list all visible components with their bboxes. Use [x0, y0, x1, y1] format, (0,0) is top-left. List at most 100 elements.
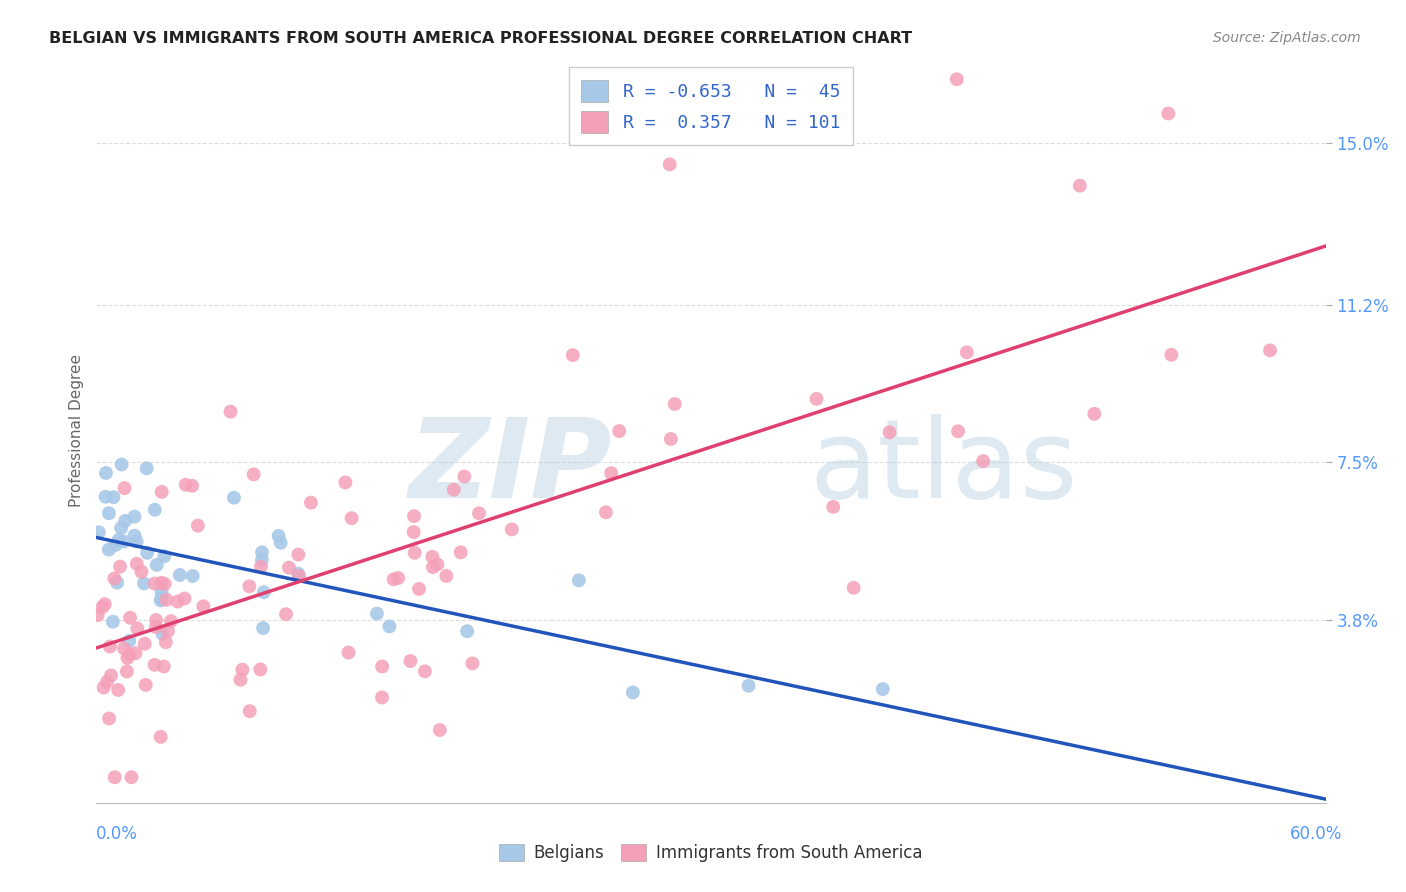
Point: [112, 534, 135, 549]
Point: [278, 560, 301, 574]
Point: [156, 624, 179, 638]
Point: [143, 502, 166, 516]
Point: [659, 432, 682, 446]
Point: [94, 466, 117, 480]
Point: [229, 673, 252, 687]
Point: [287, 548, 309, 562]
Point: [561, 348, 583, 362]
Point: [382, 572, 405, 586]
Point: [114, 481, 136, 495]
Point: [124, 509, 146, 524]
Point: [219, 404, 242, 418]
Point: [166, 594, 188, 608]
Point: [231, 663, 253, 677]
Legend: Belgians, Immigrants from South America: Belgians, Immigrants from South America: [492, 838, 929, 869]
Point: [568, 574, 591, 588]
Point: [434, 569, 457, 583]
Point: [97, 542, 120, 557]
Point: [371, 690, 394, 705]
Point: [366, 607, 388, 621]
Point: [946, 424, 969, 438]
Point: [737, 679, 759, 693]
Point: [145, 558, 167, 572]
Point: [402, 524, 425, 539]
Point: [274, 607, 297, 622]
Point: [399, 654, 422, 668]
Point: [426, 558, 449, 572]
Point: [93, 681, 115, 695]
Point: [461, 657, 484, 671]
Point: [402, 509, 425, 524]
Point: [239, 704, 262, 718]
Point: [946, 72, 969, 87]
Text: Source: ZipAtlas.com: Source: ZipAtlas.com: [1213, 31, 1361, 45]
Point: [97, 506, 120, 520]
Point: [607, 424, 630, 438]
Point: [91, 600, 114, 615]
Point: [135, 461, 157, 475]
Point: [94, 490, 117, 504]
Text: 0.0%: 0.0%: [96, 825, 138, 843]
Point: [253, 585, 276, 599]
Point: [250, 559, 273, 574]
Point: [408, 582, 430, 596]
Point: [153, 577, 176, 591]
Point: [136, 546, 159, 560]
Point: [250, 545, 273, 559]
Point: [468, 506, 491, 520]
Point: [143, 657, 166, 672]
Point: [152, 627, 174, 641]
Point: [145, 620, 167, 634]
Point: [103, 572, 125, 586]
Point: [98, 711, 121, 725]
Point: [108, 559, 131, 574]
Point: [87, 525, 110, 540]
Point: [115, 665, 138, 679]
Point: [422, 560, 444, 574]
Point: [131, 565, 153, 579]
Point: [222, 491, 245, 505]
Point: [155, 592, 177, 607]
Point: [169, 568, 191, 582]
Point: [150, 575, 173, 590]
Point: [96, 674, 118, 689]
Point: [98, 640, 121, 654]
Point: [153, 549, 176, 564]
Point: [252, 621, 274, 635]
Point: [104, 770, 127, 784]
Point: [150, 591, 173, 606]
Point: [956, 345, 979, 359]
Point: [404, 546, 426, 560]
Point: [160, 614, 183, 628]
Point: [501, 523, 523, 537]
Point: [450, 545, 472, 559]
Point: [124, 646, 146, 660]
Point: [250, 552, 273, 566]
Text: atlas: atlas: [810, 414, 1077, 521]
Point: [287, 566, 309, 581]
Point: [104, 538, 127, 552]
Point: [879, 425, 901, 440]
Point: [443, 483, 465, 497]
Point: [127, 622, 149, 636]
Point: [1157, 106, 1180, 120]
Point: [135, 678, 157, 692]
Point: [155, 635, 177, 649]
Point: [340, 511, 363, 525]
Point: [121, 770, 143, 784]
Point: [112, 641, 135, 656]
Point: [134, 637, 156, 651]
Point: [658, 157, 681, 171]
Point: [103, 490, 125, 504]
Point: [456, 624, 478, 639]
Y-axis label: Professional Degree: Professional Degree: [69, 354, 84, 507]
Point: [117, 651, 139, 665]
Point: [145, 613, 167, 627]
Point: [181, 479, 204, 493]
Point: [378, 619, 401, 633]
Point: [420, 549, 443, 564]
Point: [110, 521, 132, 535]
Text: ZIP: ZIP: [409, 414, 613, 521]
Point: [132, 576, 155, 591]
Point: [143, 576, 166, 591]
